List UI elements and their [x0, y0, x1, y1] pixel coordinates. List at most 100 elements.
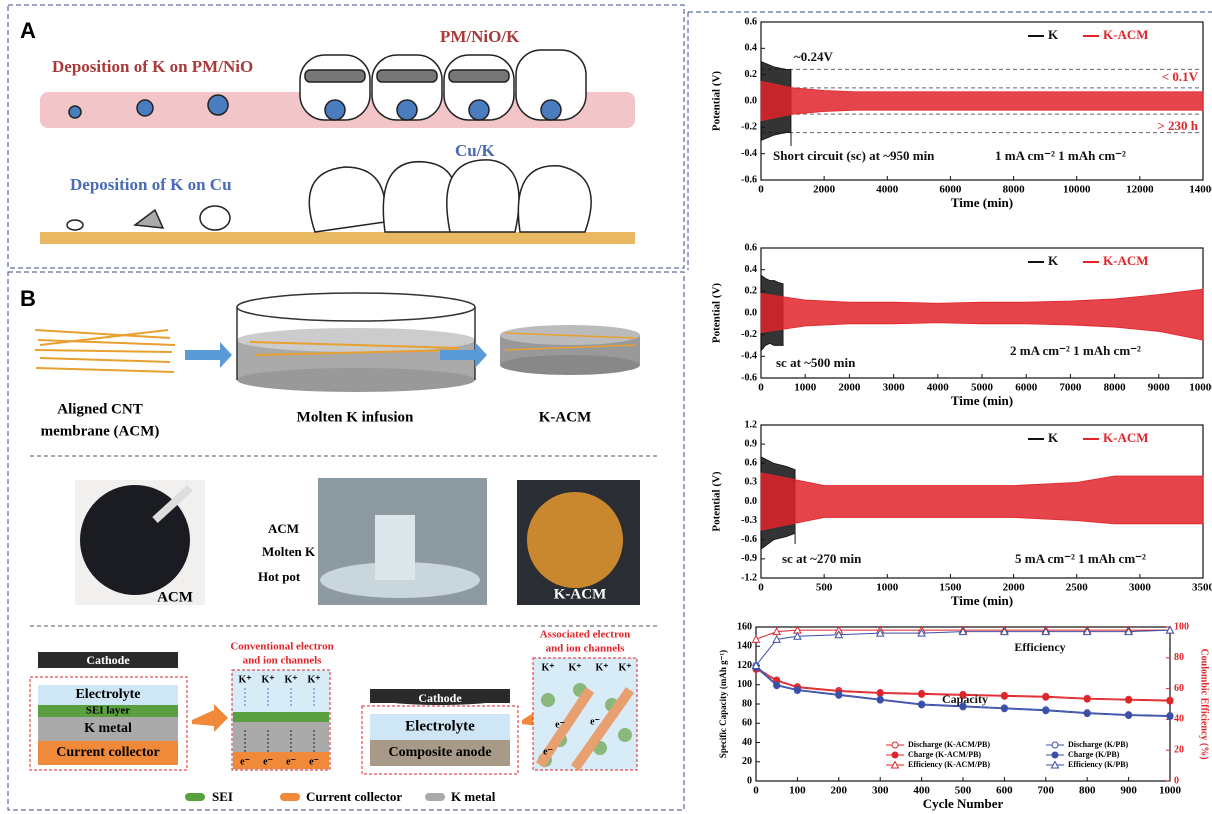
layer-label: Electrolyte [405, 718, 475, 734]
y-tick-label: 0.2 [745, 286, 758, 297]
legend-label: K [1048, 430, 1059, 445]
y-axis-title: Potential (V) [711, 71, 723, 132]
annotation: ~0.24V [794, 49, 834, 64]
x-tick-label: 600 [996, 785, 1013, 797]
caption: PM/NiO/K [440, 27, 520, 46]
layer-label: Composite anode [388, 745, 491, 760]
y-tick-label: 60 [742, 718, 752, 729]
photo [75, 480, 205, 605]
ion-label: K⁺ [261, 674, 274, 685]
marker [836, 692, 842, 698]
x-tick-label: 6000 [1015, 382, 1038, 394]
marker [1167, 714, 1173, 720]
legend-swatch [280, 793, 300, 801]
x-tick-label: 6000 [939, 184, 962, 196]
y-tick-label: 0.0 [745, 307, 758, 318]
marker [877, 697, 883, 703]
teeth-bottom [67, 160, 591, 232]
marker [774, 683, 780, 689]
marker [1084, 696, 1090, 702]
x-tick-label: 900 [1120, 785, 1137, 797]
photo-label: ACM [268, 521, 299, 536]
x-tick-label: 400 [913, 785, 930, 797]
electron-label: e⁻ [286, 756, 296, 767]
legend-swatch [425, 793, 445, 801]
panel-label: A [20, 18, 36, 43]
step-label: Aligned CNT [57, 401, 142, 417]
annotation: sc at ~270 min [782, 551, 862, 566]
annotation: Short circuit (sc) at ~950 min [773, 148, 935, 163]
layer-label: Cathode [418, 691, 462, 705]
electron-label: e⁻ [309, 756, 319, 767]
marker [1001, 706, 1007, 712]
ion-label: K⁺ [618, 662, 631, 673]
marker [753, 636, 760, 643]
photo-vial [375, 515, 415, 580]
y-tick-label: 0.6 [745, 242, 758, 253]
x-tick-label: 8000 [1003, 184, 1026, 196]
marker [1167, 698, 1173, 704]
x-tick-label: 1000 [1159, 785, 1182, 797]
x-tick-label: 1000 [876, 582, 899, 594]
k-acm-disc [500, 325, 640, 375]
photo-label: K-ACM [554, 586, 607, 602]
x-axis-title: Time (min) [951, 195, 1013, 210]
step-label: membrane (ACM) [41, 423, 160, 439]
cnt-fibers [35, 330, 175, 372]
panel-label: B [20, 286, 36, 311]
y-tick-label: 0.2 [745, 69, 758, 80]
step-label: K-ACM [539, 409, 592, 425]
crucible [237, 293, 475, 392]
x-tick-label: 8000 [1104, 382, 1127, 394]
marker [1043, 708, 1049, 714]
caption: Cu/K [455, 141, 495, 160]
legend-label: Efficiency (K/PB) [1068, 760, 1129, 769]
x-tick-label: 800 [1079, 785, 1096, 797]
legend-marker [892, 752, 898, 758]
layer-label: Electrolyte [75, 687, 140, 702]
annotation: > 230 h [1157, 118, 1198, 133]
series-line [756, 630, 1170, 665]
zoom-title: Conventional electron [230, 641, 333, 653]
annotation: 5 mA cm⁻² 1 mAh cm⁻² [1015, 551, 1146, 566]
annotation: sc at ~500 min [776, 355, 856, 370]
x-tick-label: 10000 [1189, 382, 1212, 394]
y2-tick-label: 0 [1174, 775, 1179, 786]
legend-label: Discharge (K-ACM/PB) [908, 740, 990, 749]
marker [794, 688, 800, 694]
y-tick-label: 0.3 [745, 477, 758, 488]
annotation: < 0.1V [1162, 69, 1199, 84]
x-tick-label: 2000 [813, 184, 836, 196]
layer-label: Cathode [86, 653, 130, 667]
zoom-title: and ion channels [546, 643, 626, 655]
y-tick-label: 0 [747, 775, 752, 786]
x-axis-title: Cycle Number [923, 796, 1004, 811]
layer-label: SEI layer [86, 705, 130, 717]
x-tick-label: 4000 [876, 184, 899, 196]
zoom-title: Associated electron [540, 629, 631, 641]
electron-label: e⁻ [590, 716, 600, 727]
x-tick-label: 12000 [1126, 184, 1154, 196]
ion-label: K⁺ [541, 662, 554, 673]
y-axis-title: Potential (V) [711, 471, 723, 532]
voltage-band [761, 473, 1203, 530]
electron-label: e⁻ [263, 756, 273, 767]
x-tick-label: 2000 [1003, 582, 1026, 594]
x-tick-label: 200 [831, 785, 848, 797]
marker [1126, 713, 1132, 719]
arrow [192, 704, 228, 732]
x-tick-label: 9000 [1148, 382, 1171, 394]
voltage-band [761, 81, 1203, 121]
marker [877, 690, 883, 696]
y-tick-label: 0.0 [745, 95, 758, 106]
y-tick-label: 0.9 [745, 438, 758, 449]
ion-label: K⁺ [238, 674, 251, 685]
legend-label: K-ACM [1103, 253, 1149, 268]
voltage-band [761, 289, 1203, 340]
layer [233, 722, 329, 752]
electron-label: e⁻ [543, 746, 553, 757]
layer-label: Current collector [56, 745, 160, 760]
x-tick-label: 3500 [1192, 582, 1212, 594]
y-tick-label: -0.6 [741, 372, 757, 383]
y-tick-label: 0.6 [745, 16, 758, 27]
